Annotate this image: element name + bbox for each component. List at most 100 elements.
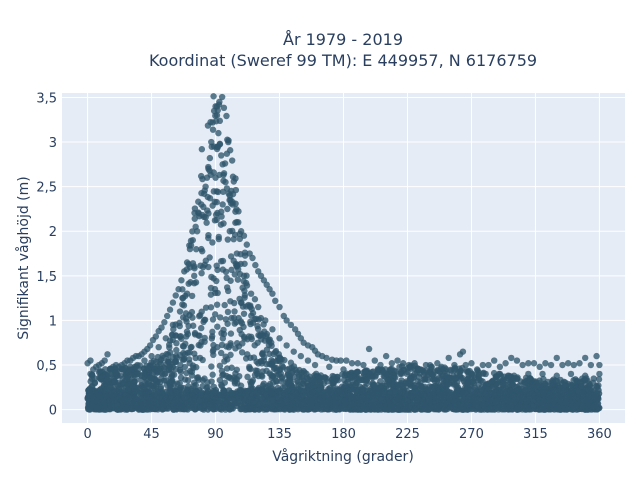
data-point (500, 395, 507, 402)
data-point (191, 405, 198, 412)
data-point (176, 402, 184, 410)
data-point (124, 381, 132, 388)
data-point (114, 402, 122, 409)
data-point (207, 304, 215, 311)
data-point (189, 387, 196, 395)
data-point (458, 388, 465, 395)
data-point (219, 257, 227, 265)
data-point (198, 324, 205, 332)
data-point (551, 404, 558, 412)
data-point (258, 336, 265, 343)
data-point (530, 403, 537, 410)
data-point (212, 211, 220, 218)
data-point (223, 274, 230, 282)
data-point (186, 245, 194, 253)
data-point (549, 382, 556, 389)
data-point (112, 368, 120, 376)
data-point (234, 261, 241, 269)
data-point (273, 364, 280, 372)
data-point (459, 348, 467, 355)
data-point (388, 406, 396, 413)
data-point (423, 404, 430, 411)
data-point (457, 401, 465, 408)
x-tick-label: 45 (143, 427, 160, 442)
data-point (150, 357, 157, 365)
data-point (341, 372, 348, 379)
x-axis-ticks: 0 45 90 135 180 225 270 315 360 (83, 427, 611, 442)
data-point (428, 363, 435, 371)
data-point (370, 402, 377, 409)
data-point (209, 119, 216, 126)
data-point (553, 354, 560, 362)
data-point (193, 374, 201, 382)
data-point (311, 361, 319, 369)
data-point (169, 321, 177, 329)
data-point (134, 361, 141, 369)
data-point (143, 393, 150, 400)
data-point (120, 403, 127, 411)
data-point (155, 327, 162, 335)
data-point (196, 354, 204, 362)
data-point (404, 397, 411, 404)
data-point (228, 157, 236, 164)
x-tick-label: 180 (331, 427, 356, 442)
data-point (411, 360, 418, 367)
data-point (234, 399, 242, 407)
data-point (213, 301, 221, 308)
data-point (218, 93, 226, 101)
data-point (238, 349, 246, 356)
data-point (150, 397, 157, 405)
data-point (470, 395, 477, 402)
data-point (413, 402, 420, 410)
data-point (393, 405, 401, 412)
data-point (87, 370, 94, 378)
data-point (262, 405, 270, 412)
data-point (486, 399, 493, 406)
data-point (365, 345, 373, 353)
data-point (205, 263, 212, 271)
y-tick-label: 0,5 (36, 359, 57, 374)
data-point (128, 395, 135, 402)
data-point (164, 405, 172, 412)
data-point (247, 365, 254, 373)
data-point (154, 390, 162, 397)
data-point (210, 143, 218, 150)
data-point (363, 376, 370, 383)
data-point (189, 322, 197, 329)
data-point (509, 392, 516, 399)
data-point (184, 330, 192, 338)
data-point (178, 277, 185, 284)
data-point (441, 405, 449, 412)
data-point (231, 308, 238, 315)
data-point (238, 299, 245, 306)
data-point (182, 389, 190, 396)
data-point (543, 405, 551, 413)
data-point (224, 365, 231, 372)
data-point (219, 161, 226, 168)
data-point (286, 365, 293, 372)
data-point (479, 361, 487, 369)
data-point (164, 312, 171, 320)
data-point (162, 335, 169, 342)
data-point (183, 405, 190, 412)
data-point (468, 360, 475, 367)
data-point (435, 389, 443, 396)
data-point (95, 403, 103, 410)
data-point (519, 361, 526, 369)
data-point (159, 352, 166, 360)
data-point (420, 376, 428, 383)
data-point (166, 306, 174, 313)
data-point (516, 403, 523, 410)
data-point (192, 279, 200, 286)
data-point (290, 348, 297, 355)
data-point (266, 350, 273, 358)
x-axis-label: Vågriktning (grader) (272, 448, 414, 465)
data-point (339, 391, 346, 398)
data-point (344, 392, 352, 399)
data-point (325, 394, 332, 402)
y-tick-label: 2,5 (36, 181, 57, 196)
data-point (247, 290, 255, 297)
chart-title-line1: År 1979 - 2019 (283, 30, 403, 49)
data-point (240, 232, 248, 239)
data-point (564, 360, 572, 367)
